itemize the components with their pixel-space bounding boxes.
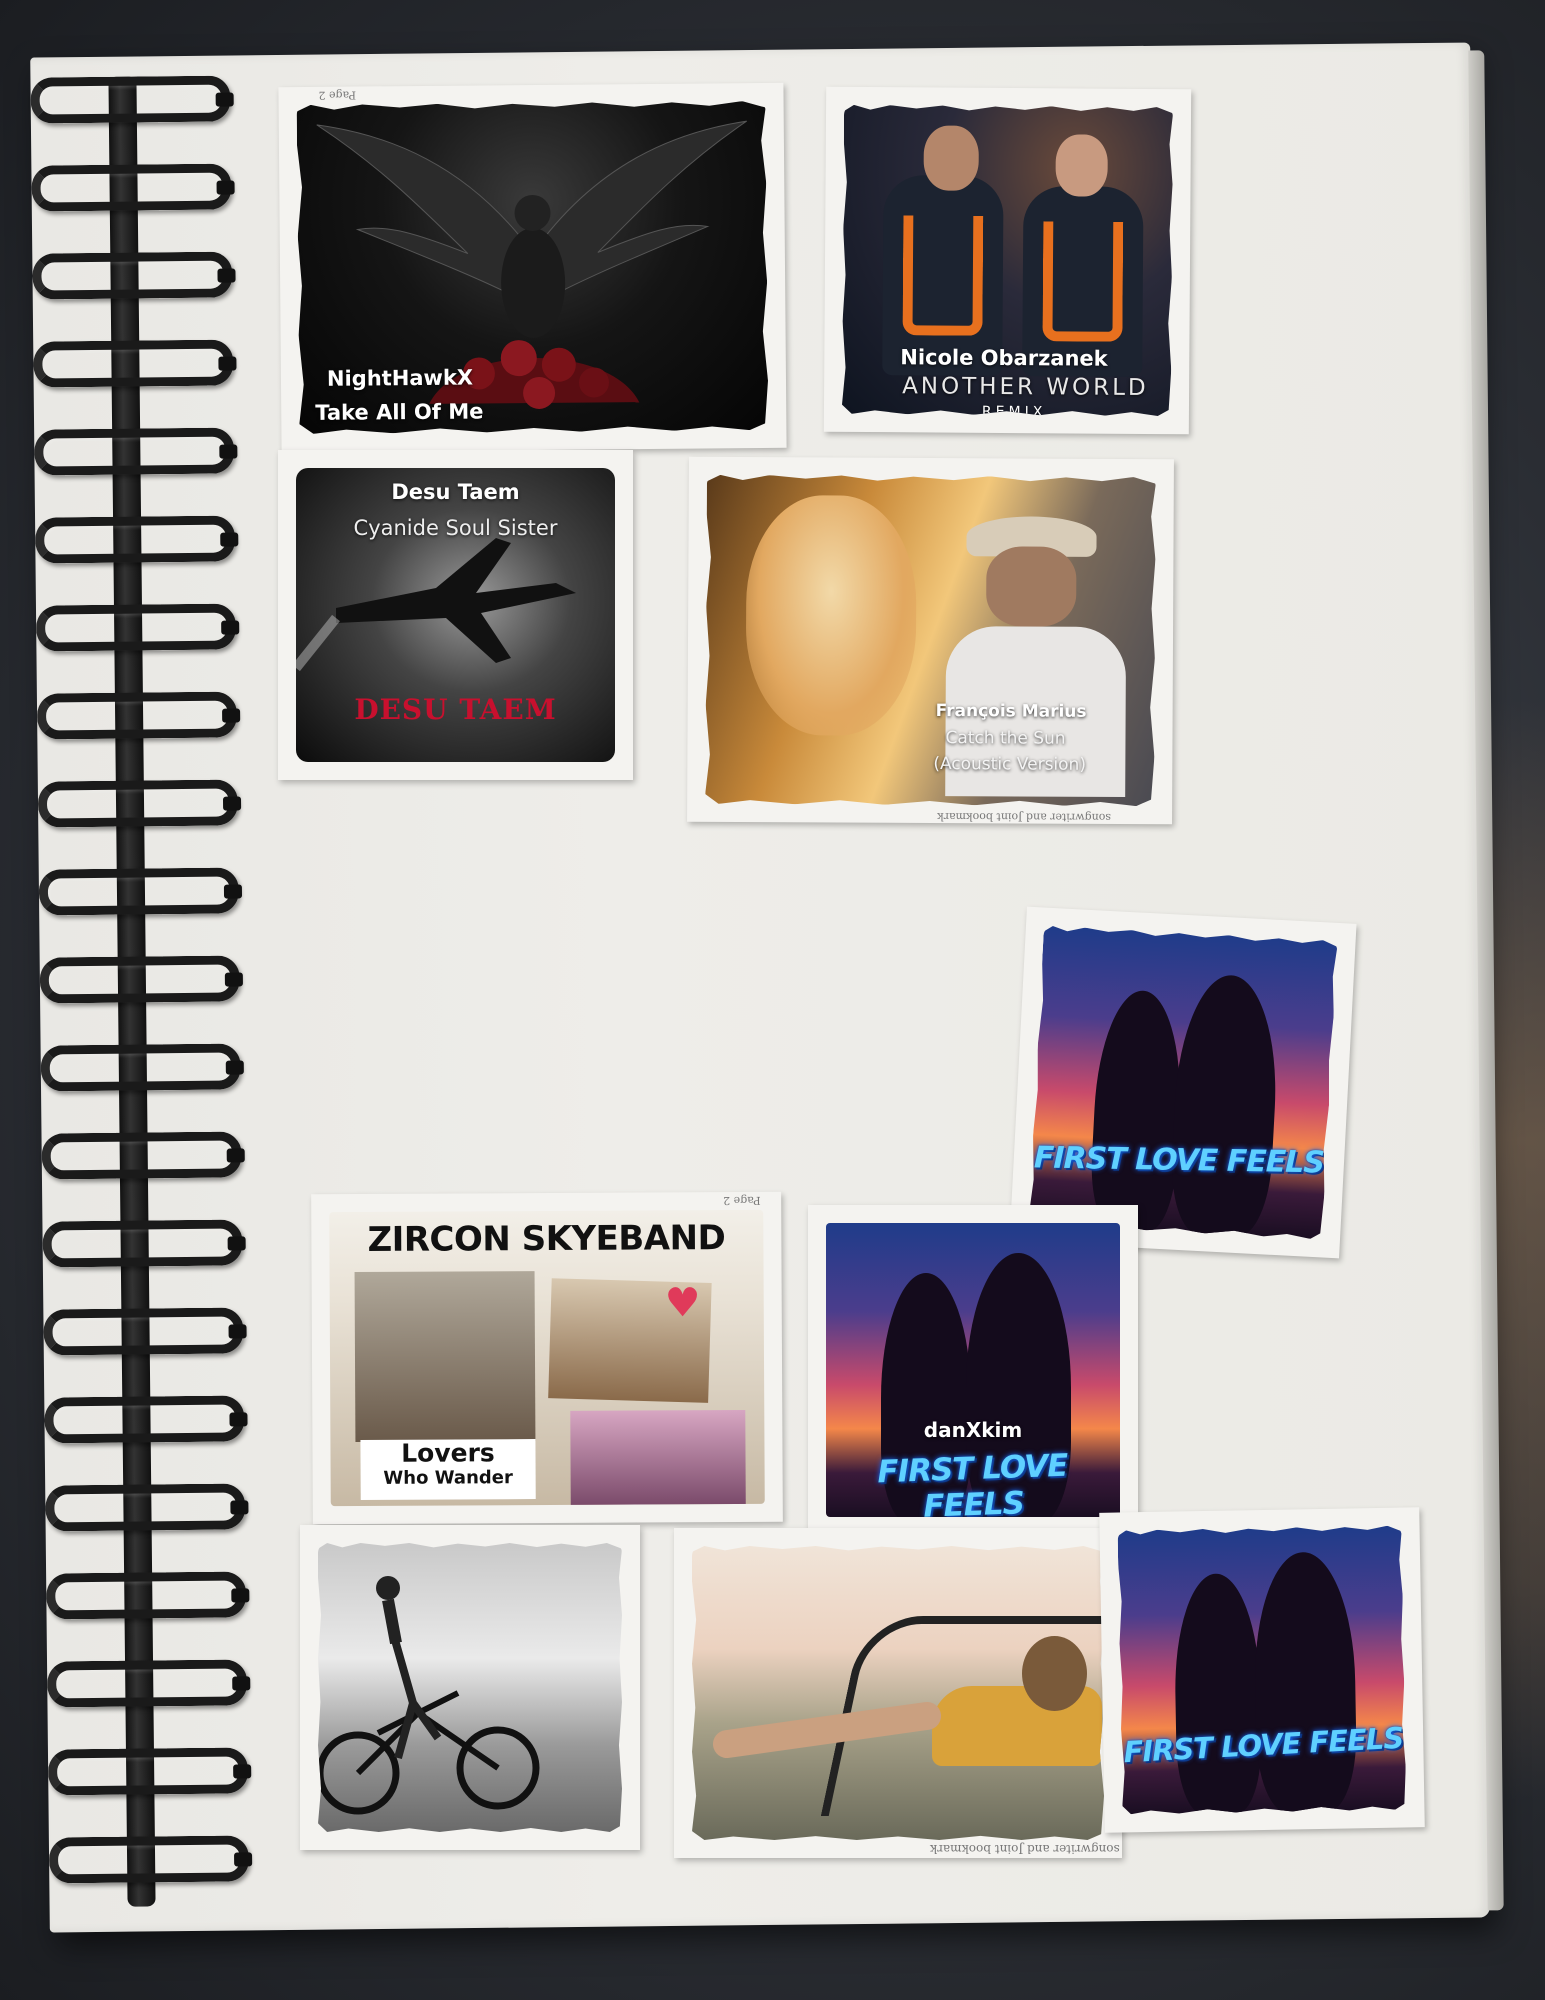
spiral-ring [37, 779, 239, 828]
photo-card-convertible[interactable] [674, 1528, 1122, 1858]
face [1055, 134, 1107, 196]
silhouette-man [1253, 1551, 1358, 1813]
spiral-ring [44, 1395, 245, 1444]
spiral-ring [32, 251, 233, 300]
album-art-first-love-bottom: FIRST LOVE FEELS [1118, 1526, 1407, 1815]
silhouette-man [1168, 973, 1281, 1238]
harness [1042, 221, 1123, 342]
song-subtitle: REMIX [981, 403, 1047, 417]
photo-bicycle [318, 1543, 622, 1832]
silhouette-woman [1088, 989, 1185, 1233]
hair [1022, 1636, 1087, 1711]
song-title-line1: Lovers [401, 1438, 495, 1468]
spiral-ring [41, 1131, 242, 1180]
spiral-ring [45, 1483, 246, 1532]
silhouette-woman [881, 1273, 971, 1517]
bicycle-icon [318, 1576, 540, 1815]
album-card-zircon-skyeband[interactable]: Page 2 ZIRCON SKYEBAND ♥ Lovers Who Wand… [311, 1191, 783, 1525]
album-art-nicole: Nicole Obarzanek ANOTHER WORLD REMIX [842, 105, 1173, 416]
album-card-nicole-obarzanek[interactable]: Nicole Obarzanek ANOTHER WORLD REMIX [823, 86, 1192, 435]
album-card-danxkim[interactable]: danXkim FIRST LOVE FEELS [808, 1205, 1138, 1535]
album-art-zircon: ZIRCON SKYEBAND ♥ Lovers Who Wander [329, 1209, 765, 1507]
band-name: ZIRCON SKYEBAND [367, 1218, 726, 1260]
album-card-desu-taem[interactable]: Desu Taem Cyanide Soul Sister DESU TAEM [278, 450, 633, 780]
silhouette-woman [1173, 1573, 1262, 1814]
spiral-ring [35, 515, 236, 564]
photo-card-bicycle[interactable] [300, 1525, 640, 1850]
spiral-ring [30, 75, 231, 124]
spiral-ring [34, 427, 235, 476]
spiral-binding [30, 55, 280, 1932]
song-title: Catch the Sun [945, 728, 1066, 749]
spiral-ring [31, 163, 232, 212]
album-art-nighthawkx: NightHawkX Take All Of Me [297, 101, 769, 434]
artist-name: danXkim [923, 1418, 1023, 1442]
artist-name: François Marius [935, 701, 1087, 722]
spiral-ring [43, 1307, 244, 1356]
album-art-francois: François Marius Catch the Sun (Acoustic … [705, 475, 1156, 806]
artist-name: NightHawkX [326, 365, 474, 391]
spiral-ring [40, 1043, 242, 1092]
lovers-label: Lovers Who Wander [360, 1438, 536, 1500]
album-art-first-love-top: FIRST LOVE FEELS [1028, 926, 1337, 1240]
song-title: Take All Of Me [315, 399, 484, 425]
spiral-ring [48, 1835, 250, 1884]
album-card-nighthawkx[interactable]: Page 2 NightHawkX Take All Of Me [278, 82, 787, 453]
heart-icon: ♥ [664, 1280, 701, 1327]
spiral-ring [33, 339, 234, 388]
spiral-ring [36, 691, 238, 740]
spiral-ring [38, 867, 240, 916]
album-art-danxkim: danXkim FIRST LOVE FEELS [826, 1223, 1120, 1517]
duo-photo [570, 1409, 746, 1506]
album-title: FIRST LOVE FEELS [1033, 1140, 1325, 1181]
spiral-ring [39, 955, 241, 1004]
song-title: ANOTHER WORLD [902, 373, 1149, 401]
album-title: FIRST LOVE FEELS [876, 1447, 1068, 1517]
man-face [986, 546, 1076, 626]
page-label: Page 2 [723, 1193, 762, 1208]
spiral-ring [47, 1747, 249, 1796]
song-title: Cyanide Soul Sister [353, 516, 558, 540]
face [923, 125, 978, 190]
desu-taem-logo: DESU TAEM [354, 693, 557, 726]
raven-icon [297, 101, 769, 434]
album-card-first-love-feels-bottom[interactable]: FIRST LOVE FEELS [1099, 1507, 1425, 1833]
spiral-ring [35, 603, 237, 652]
song-subtitle: (Acoustic Version) [933, 754, 1087, 775]
harness [902, 215, 983, 336]
silhouette-man [966, 1253, 1071, 1517]
scrap-strip: songwriter and Joint bookmark [937, 810, 1111, 824]
album-art-desu: Desu Taem Cyanide Soul Sister DESU TAEM [296, 468, 615, 762]
artist-name: Desu Taem [391, 480, 520, 504]
spiral-ring [42, 1219, 243, 1268]
photo-convertible [692, 1546, 1104, 1840]
woman-face [746, 495, 917, 736]
band-photo [354, 1271, 536, 1443]
page-label: Page 2 [318, 88, 357, 102]
artist-name: Nicole Obarzanek [900, 345, 1108, 371]
spiral-ring [46, 1571, 247, 1620]
album-card-francois-marius[interactable]: François Marius Catch the Sun (Acoustic … [687, 456, 1174, 825]
jet-icon [296, 538, 576, 672]
spiral-ring [47, 1659, 248, 1708]
song-title-line2: Who Wander [383, 1467, 513, 1489]
scrap-strip: songwriter and Joint bookmark [930, 1842, 1120, 1856]
